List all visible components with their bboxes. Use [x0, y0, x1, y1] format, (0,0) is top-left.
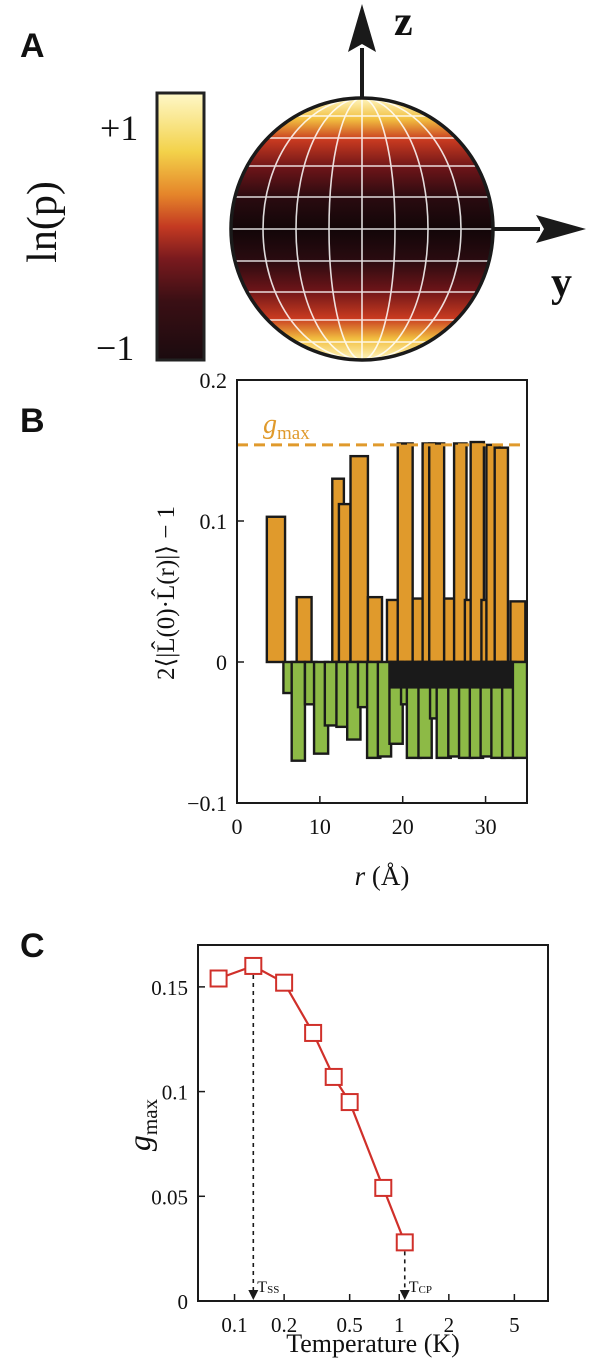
- sphere: [229, 96, 495, 362]
- chart-b-xtick-label: 20: [392, 814, 414, 839]
- chart-b-xtick-label: 30: [475, 814, 497, 839]
- chart-b-ytick-label: 0: [216, 650, 227, 675]
- panel-label-c: C: [20, 927, 45, 965]
- chart-c-point: [244, 956, 263, 975]
- colorbar-gradient: [155, 91, 206, 362]
- axis-z-label: z: [394, 0, 413, 45]
- chart-b: gmax 0 10 20 300.20.10−0.1 2⟨|L̂(0)·L̂(r)|⟩…: [151, 368, 528, 891]
- bar-series-0-18: [509, 600, 527, 664]
- chart-b-xlabel: r (Å): [355, 861, 410, 891]
- chart-c-xtick-label: 1: [394, 1313, 405, 1337]
- chart-c-frame: [197, 944, 549, 1302]
- chart-c-point: [275, 973, 294, 992]
- chart-b-xlabel-var: r: [355, 861, 366, 891]
- chart-c-point: [304, 1023, 323, 1042]
- marker-arrowhead-1: [399, 1290, 410, 1300]
- marker-label-main: T: [257, 1279, 267, 1296]
- chart-b-frame: [236, 379, 528, 804]
- chart-c-xtick-label: 0.1: [221, 1313, 247, 1337]
- chart-c-point: [395, 1233, 414, 1252]
- chart-c-point: [340, 1093, 359, 1112]
- gmax-reference-label-main: g: [263, 409, 277, 440]
- bar-series-0-10: [428, 442, 446, 664]
- chart-b-ytick-label: 0.1: [200, 509, 228, 534]
- colorbar-max-label: +1: [100, 108, 138, 148]
- marker-label-sub: CP: [419, 1284, 432, 1296]
- bar-series-0-7: [396, 442, 414, 664]
- chart-c: 0.1 0.2 0.5 1 2 500.050.10.15 TSS TCP gmax Tem…: [121, 944, 549, 1358]
- chart-c-ylabel-sub: max: [138, 1098, 162, 1135]
- bar-series-2-0: [389, 660, 514, 689]
- chart-c-ytick-label: 0.15: [151, 976, 188, 1000]
- chart-c-ytick-label: 0: [178, 1290, 189, 1314]
- bar-series-1-1: [290, 660, 307, 762]
- bar-series-0-0: [265, 515, 287, 664]
- bar-series-0-1: [295, 595, 313, 664]
- chart-c-xtick-label: 5: [509, 1313, 520, 1337]
- colorbar-min-label: −1: [96, 328, 134, 368]
- panel-label-a: A: [20, 27, 45, 65]
- axis-y-arrow: [493, 215, 586, 243]
- colorbar-label: ln(p): [20, 181, 66, 263]
- chart-c-markers: TSS TCP: [248, 974, 432, 1300]
- chart-c-ytick-label: 0.05: [151, 1185, 188, 1209]
- chart-c-xlabel: Temperature (K): [286, 1329, 460, 1358]
- chart-c-point: [374, 1178, 393, 1197]
- chart-c-series-line: [218, 964, 406, 1243]
- chart-b-ytick-label: 0.2: [200, 368, 228, 393]
- chart-c-ylabel-main: g: [121, 1135, 157, 1151]
- axis-y-label: y: [551, 260, 572, 306]
- chart-c-xtick-label: 0.5: [337, 1313, 363, 1337]
- axis-z-arrow: [348, 4, 376, 98]
- chart-b-xtick-label: 0: [232, 814, 243, 839]
- bar-series-1-22: [511, 660, 527, 760]
- chart-c-ylabel: gmax: [121, 1098, 162, 1151]
- chart-c-point: [324, 1067, 343, 1086]
- panel-label-b: B: [20, 402, 45, 440]
- chart-b-ylabel: 2⟨|L̂(0)·L̂(r)|⟩ − 1: [151, 506, 180, 680]
- chart-b-ticks: 0 10 20 300.20.10−0.1: [187, 368, 496, 839]
- chart-b-bars: [265, 440, 527, 762]
- gmax-reference-label: gmax: [263, 409, 310, 444]
- marker-arrowhead-0: [248, 1290, 259, 1300]
- bar-series-0-5: [366, 595, 384, 664]
- bar-series-0-4: [349, 454, 370, 664]
- chart-c-point: [209, 969, 228, 988]
- marker-label-1: TCP: [409, 1279, 432, 1296]
- bar-series-0-3: [337, 502, 352, 664]
- sphere-grid: [231, 98, 493, 360]
- marker-label-0: TSS: [257, 1279, 279, 1296]
- chart-c-ytick-label: 0.1: [162, 1081, 188, 1105]
- colorbar: +1 −1 ln(p): [20, 91, 206, 368]
- chart-b-xtick-label: 10: [309, 814, 331, 839]
- chart-c-xtick-label: 2: [444, 1313, 455, 1337]
- marker-label-sub: SS: [267, 1284, 279, 1296]
- bar-series-0-17: [493, 446, 510, 664]
- chart-c-ticks: 0.1 0.2 0.5 1 2 5 0 0.05 0.1 0.15: [151, 976, 519, 1337]
- chart-b-ytick-label: −0.1: [187, 791, 227, 816]
- marker-label-main: T: [409, 1279, 419, 1296]
- gmax-reference-label-sub: max: [277, 423, 310, 444]
- chart-c-points: [209, 956, 414, 1252]
- chart-b-xlabel-unit: (Å): [365, 861, 409, 891]
- chart-c-xtick-label: 0.2: [271, 1313, 297, 1337]
